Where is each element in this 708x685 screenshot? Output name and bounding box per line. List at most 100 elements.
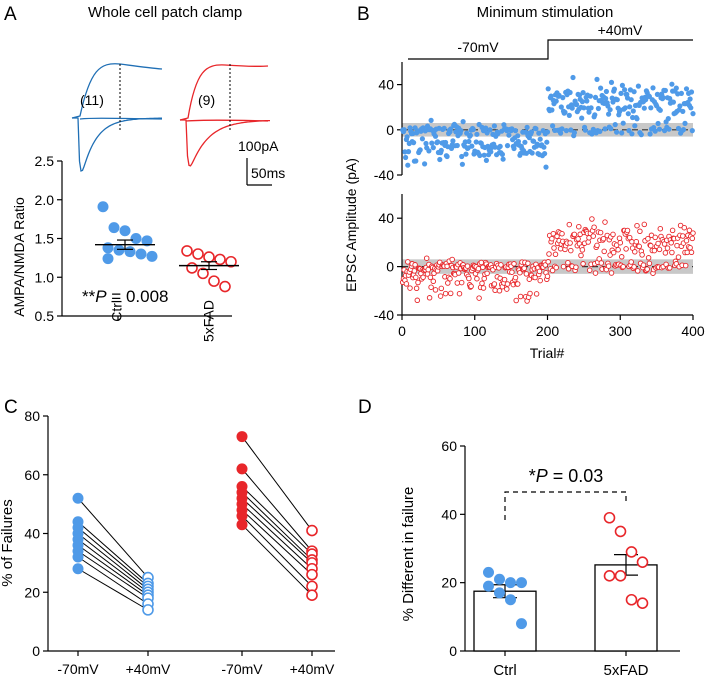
- ctrl-trial-point: [648, 105, 654, 111]
- ctrl-point: [102, 242, 114, 254]
- ctrl-trial-point: [500, 156, 506, 162]
- fad-trial-point: [550, 230, 557, 237]
- ctrl-trial-point: [459, 161, 465, 167]
- fad-trial-point: [580, 261, 586, 267]
- pair-line: [77, 568, 149, 611]
- fad-trial-point: [476, 295, 482, 301]
- ctrl-trial-point: [594, 76, 600, 82]
- fad-trial-point: [645, 235, 651, 242]
- ctrl-trial-point: [429, 140, 435, 146]
- ctrl-trial-point: [544, 139, 550, 145]
- ctrl-pos-point: [142, 604, 154, 616]
- panel-a-cat-ctrl: Ctrl: [109, 300, 125, 322]
- ctrl-trial-point: [677, 103, 683, 109]
- pair-line: [77, 527, 149, 587]
- panel-a-y-label: AMPA/NMDA Ratio: [11, 197, 27, 317]
- fad-trial-point: [637, 228, 643, 235]
- ctrl-trial-point: [568, 127, 574, 133]
- fad-trial-point: [657, 225, 664, 232]
- ctrl-trial-point: [622, 87, 628, 93]
- fad-trial-point: [664, 245, 671, 251]
- fad-trial-point: [523, 271, 530, 277]
- panel-a-pvalue-p: P: [95, 287, 107, 306]
- fad-trial-point: [504, 286, 510, 292]
- ctrl-trial-point: [488, 149, 494, 155]
- fad-trial-point: [412, 262, 418, 268]
- ctrl-trial-point: [592, 94, 599, 100]
- fad-trial-point: [645, 255, 652, 261]
- ctrl-trial-point: [627, 104, 633, 110]
- ctrl-trial-point: [411, 140, 417, 146]
- pair-line: [241, 524, 313, 596]
- ctrl-trial-point: [529, 150, 535, 156]
- fad-trial-point: [414, 297, 421, 304]
- ctrl-trial-point: [580, 90, 586, 96]
- panel-a-pvalue-stars: **: [82, 287, 96, 306]
- ctrl-neg-point: [72, 563, 84, 575]
- ctrl-trial-point: [419, 136, 425, 142]
- fad-point: [614, 570, 627, 582]
- fad-trial-point: [504, 281, 511, 287]
- ctrl-trial-point: [474, 131, 480, 137]
- panel-a-cat-fad: 5xFAD: [201, 300, 217, 342]
- ctrl-trial-point: [558, 104, 564, 110]
- ctrl-trial-point: [567, 89, 573, 96]
- fad-trial-point: [511, 261, 517, 267]
- fad-point: [625, 593, 638, 606]
- ctrl-trial-point: [670, 99, 677, 105]
- ctrl-trial-point: [432, 133, 439, 139]
- ctrl-trial-point: [511, 145, 517, 152]
- fad-trial-point: [639, 252, 645, 258]
- fad-trial-point: [578, 252, 584, 259]
- fad-trial-point: [628, 259, 634, 265]
- ctrl-trial-point: [654, 91, 661, 97]
- panel-b-ytick-label: 0: [386, 259, 394, 275]
- panel-c-xtick-label: -70mV: [221, 661, 263, 677]
- ctrl-trial-point: [682, 120, 688, 126]
- ctrl-trial-point: [566, 112, 572, 118]
- fad-trial-point: [445, 280, 451, 286]
- panel-a-title: Whole cell patch clamp: [88, 4, 242, 21]
- fad-trial-point: [491, 281, 498, 287]
- ctrl-trial-point: [619, 82, 626, 88]
- fad-trial-point: [537, 277, 543, 284]
- ctrl-trial-point: [579, 115, 585, 121]
- fad-trial-point: [517, 293, 524, 300]
- fad-trial-point: [513, 297, 519, 304]
- ctrl-trial-point: [630, 114, 636, 121]
- fad-trial-point: [496, 288, 503, 294]
- panel-a-n-fad: (9): [198, 92, 215, 108]
- fad-trial-point: [586, 267, 593, 273]
- fad-trial-point: [687, 244, 693, 251]
- panel-a-scale-x-label: 50ms: [251, 165, 285, 181]
- panel-c-ytick-label: 0: [32, 643, 40, 659]
- ctrl-trial-point: [504, 143, 511, 149]
- fad-trial-point: [571, 231, 578, 238]
- panel-b-title: Minimum stimulation: [477, 4, 614, 21]
- ctrl-trial-point: [622, 105, 628, 111]
- ctrl-point: [124, 246, 136, 258]
- panel-b-ytick-label: -40: [374, 167, 394, 183]
- fad-neg-point: [236, 519, 248, 531]
- ctrl-trial-point: [563, 128, 570, 134]
- ctrl-trial-point: [630, 108, 636, 114]
- panel-b-ytick-label: 40: [378, 77, 394, 93]
- ctrl-trial-point: [652, 128, 658, 134]
- ctrl-trial-point: [458, 128, 464, 134]
- panel-c-xtick-label: +40mV: [290, 661, 335, 677]
- fad-point: [625, 546, 638, 558]
- ctrl-point: [119, 225, 131, 237]
- fad-trial-point: [656, 246, 663, 253]
- ctrl-trial-point: [632, 123, 638, 129]
- fad-baseline-trace: [185, 119, 269, 122]
- fad-trial-point: [591, 224, 597, 230]
- fad-trial-point: [682, 262, 689, 269]
- ctrl-trial-point: [466, 138, 472, 145]
- panel-b-hold-pos: +40mV: [598, 22, 643, 38]
- fad-trial-point: [442, 290, 449, 297]
- panel-c-xtick-label: -70mV: [57, 661, 99, 677]
- panel-a-ytick-label: 2.0: [35, 192, 55, 208]
- ctrl-trial-point: [603, 95, 609, 102]
- ctrl-neg-point: [72, 551, 84, 563]
- panel-c-letter: C: [4, 397, 18, 418]
